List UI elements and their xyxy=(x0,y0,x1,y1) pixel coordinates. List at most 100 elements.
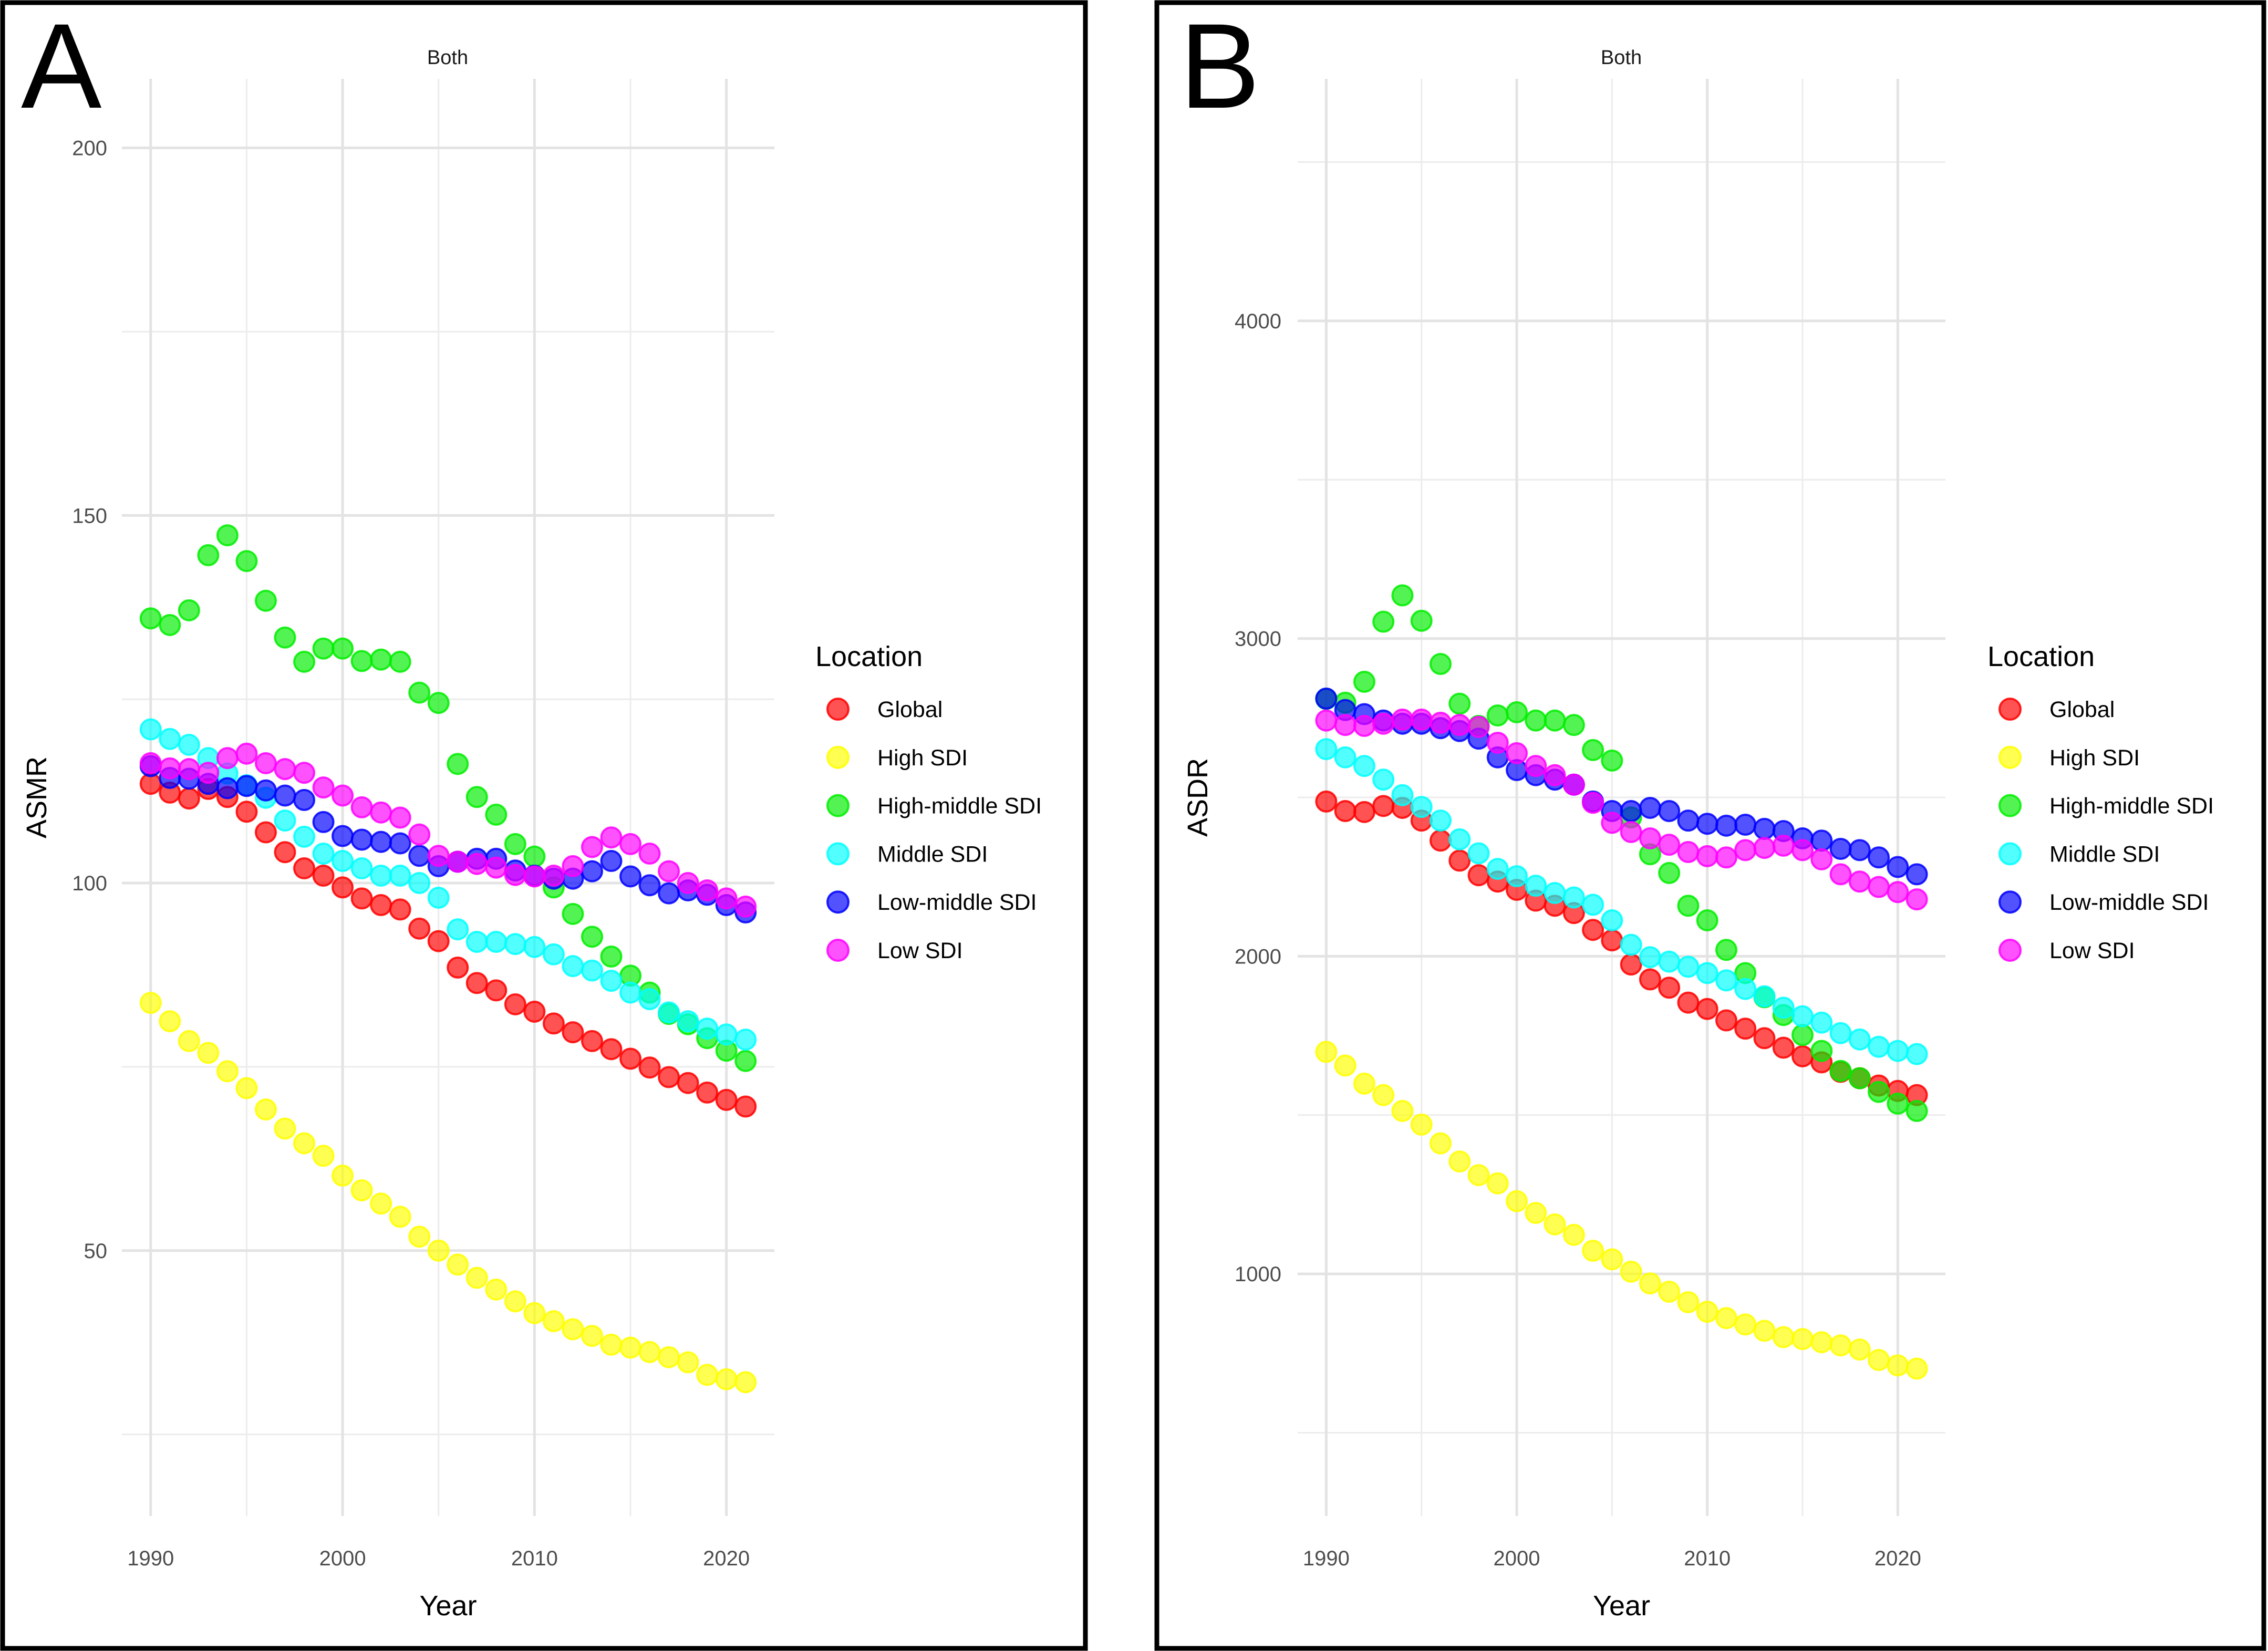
data-point-global xyxy=(1601,929,1623,952)
data-point-global xyxy=(1715,1009,1737,1032)
data-point-high-sdi xyxy=(312,1145,335,1167)
x-tick-label: 2020 xyxy=(1875,1547,1921,1570)
data-point-middle-sdi xyxy=(1544,882,1566,905)
data-point-high-sdi xyxy=(139,992,162,1014)
data-point-high-sdi xyxy=(734,1371,757,1394)
data-point-middle-sdi xyxy=(139,718,162,741)
data-point-low-sdi xyxy=(542,865,565,887)
data-point-middle-sdi xyxy=(1410,796,1433,818)
data-point-global xyxy=(408,917,431,940)
data-point-high-sdi xyxy=(370,1192,392,1215)
data-point-low-sdi xyxy=(427,845,450,867)
data-point-low-sdi xyxy=(1753,837,1776,859)
data-point-high-middle-sdi xyxy=(293,650,316,673)
data-point-high-sdi xyxy=(581,1325,603,1347)
data-point-high-sdi xyxy=(1734,1313,1757,1336)
data-point-middle-sdi xyxy=(715,1023,738,1046)
data-point-middle-sdi xyxy=(600,970,623,992)
data-point-high-middle-sdi xyxy=(1601,749,1623,772)
data-point-middle-sdi xyxy=(1448,828,1471,850)
data-point-low-sdi xyxy=(581,836,603,858)
data-point-middle-sdi xyxy=(1562,886,1585,909)
data-point-high-sdi xyxy=(159,1010,181,1033)
panel-label: A xyxy=(21,0,101,133)
data-point-high-middle-sdi xyxy=(562,902,584,925)
data-point-high-middle-sdi xyxy=(1429,652,1452,675)
data-point-high-middle-sdi xyxy=(159,614,181,636)
data-point-high-middle-sdi xyxy=(1372,610,1395,633)
data-point-global xyxy=(1582,919,1604,941)
data-point-middle-sdi xyxy=(447,918,469,941)
data-point-low-middle-sdi xyxy=(1696,813,1718,835)
data-point-high-middle-sdi xyxy=(1486,704,1509,726)
data-point-high-middle-sdi xyxy=(1696,909,1718,932)
data-point-high-sdi xyxy=(1315,1041,1338,1063)
data-point-high-sdi xyxy=(197,1042,220,1064)
data-point-low-middle-sdi xyxy=(370,830,392,853)
data-point-high-middle-sdi xyxy=(235,550,258,573)
data-point-global xyxy=(1334,800,1356,823)
data-point-global xyxy=(581,1030,603,1052)
data-point-high-middle-sdi xyxy=(312,637,335,660)
data-point-high-middle-sdi xyxy=(1658,861,1681,884)
data-point-high-sdi xyxy=(1525,1202,1547,1224)
x-tick-label: 2020 xyxy=(703,1547,750,1570)
data-point-high-sdi xyxy=(1620,1260,1642,1283)
data-point-low-sdi xyxy=(1410,708,1433,731)
data-point-high-middle-sdi xyxy=(350,650,373,672)
data-point-high-middle-sdi xyxy=(1582,739,1604,761)
data-point-low-sdi xyxy=(562,855,584,877)
data-point-middle-sdi xyxy=(312,843,335,865)
data-point-low-sdi xyxy=(235,742,258,765)
data-point-low-sdi xyxy=(1791,839,1814,861)
data-point-middle-sdi xyxy=(1525,875,1547,897)
data-point-high-sdi xyxy=(696,1364,719,1386)
data-point-high-middle-sdi xyxy=(1391,584,1414,607)
legend-label: High-middle SDI xyxy=(877,794,1042,819)
data-point-global xyxy=(600,1038,623,1061)
data-point-middle-sdi xyxy=(350,857,373,880)
data-point-global xyxy=(504,993,526,1015)
legend-label: Global xyxy=(877,697,943,722)
x-axis-title: Year xyxy=(419,1590,477,1622)
data-point-global xyxy=(274,841,296,864)
data-point-middle-sdi xyxy=(332,850,354,873)
data-point-middle-sdi xyxy=(1868,1035,1890,1058)
data-point-global xyxy=(1620,953,1642,976)
data-point-low-middle-sdi xyxy=(638,874,661,897)
data-point-middle-sdi xyxy=(1334,746,1356,769)
data-point-middle-sdi xyxy=(1753,985,1776,1008)
data-point-global xyxy=(389,898,411,921)
data-point-middle-sdi xyxy=(1582,894,1604,916)
data-point-global xyxy=(658,1066,680,1088)
data-point-high-sdi xyxy=(715,1368,738,1390)
x-tick-label: 2000 xyxy=(1494,1547,1540,1570)
data-point-global xyxy=(1696,998,1718,1020)
data-point-high-sdi xyxy=(523,1302,546,1324)
data-point-middle-sdi xyxy=(619,981,642,1004)
data-point-low-middle-sdi xyxy=(600,850,623,873)
data-point-high-sdi xyxy=(389,1206,411,1228)
data-point-high-sdi xyxy=(1506,1190,1528,1212)
data-point-middle-sdi xyxy=(178,733,200,756)
data-point-middle-sdi xyxy=(562,955,584,978)
x-tick-label: 1990 xyxy=(1303,1547,1350,1570)
data-point-low-middle-sdi xyxy=(350,828,373,851)
data-point-middle-sdi xyxy=(427,887,450,909)
data-point-middle-sdi xyxy=(159,728,181,750)
data-point-global xyxy=(485,979,508,1002)
data-point-global xyxy=(293,857,316,880)
legend-label: Low-middle SDI xyxy=(877,890,1037,915)
data-point-low-middle-sdi xyxy=(1887,856,1909,878)
data-point-low-sdi xyxy=(1639,827,1661,850)
data-point-high-sdi xyxy=(235,1077,258,1099)
data-point-low-sdi xyxy=(389,806,411,829)
data-point-low-sdi xyxy=(408,823,431,846)
data-point-low-middle-sdi xyxy=(389,832,411,855)
data-point-high-middle-sdi xyxy=(600,945,623,968)
data-point-high-sdi xyxy=(677,1351,699,1374)
legend-label: High SDI xyxy=(877,745,968,771)
y-axis-title: ASDR xyxy=(1182,758,1214,837)
data-point-low-middle-sdi xyxy=(1868,846,1890,869)
data-point-high-middle-sdi xyxy=(734,1050,757,1072)
